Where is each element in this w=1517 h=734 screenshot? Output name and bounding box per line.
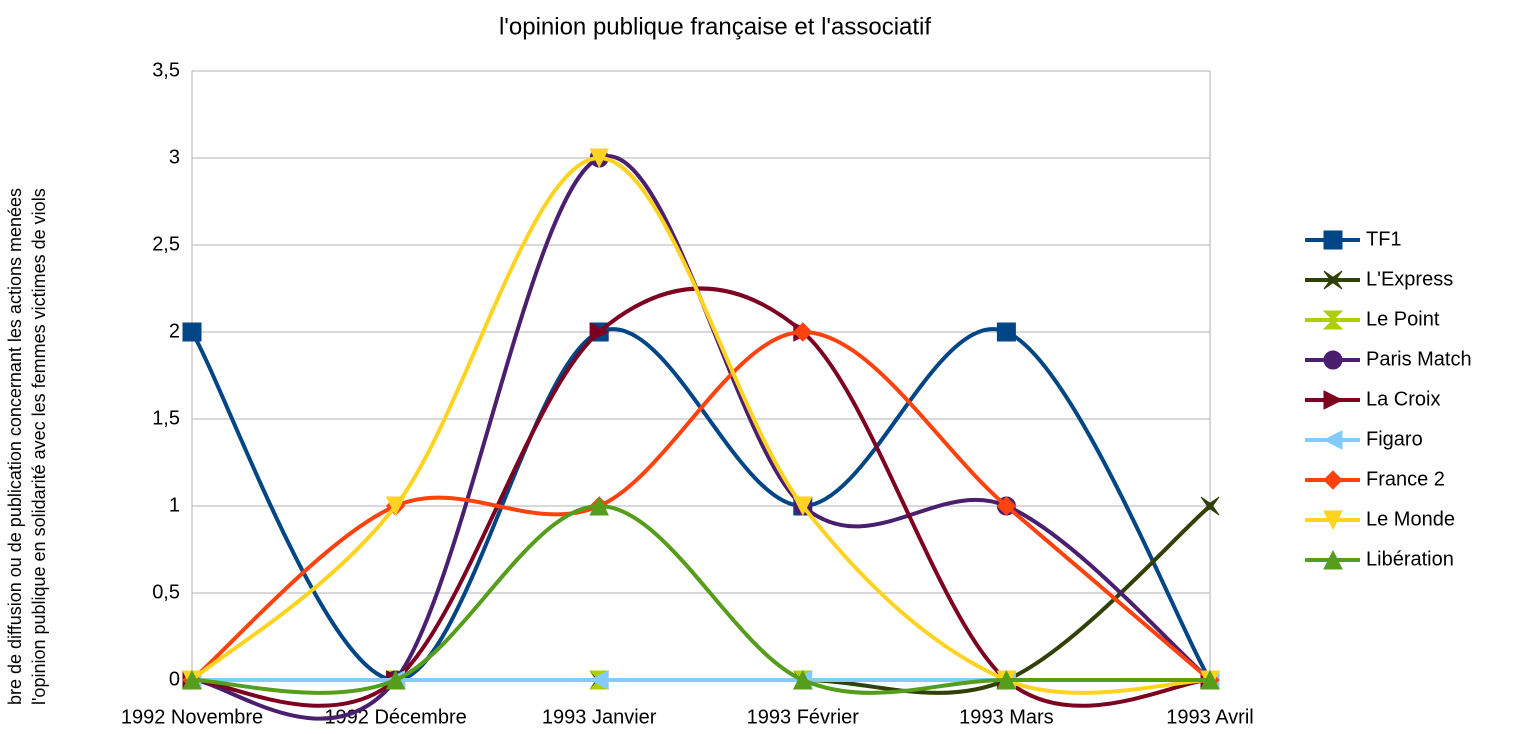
legend-item: Paris Match (1305, 348, 1472, 370)
marker (1322, 430, 1343, 450)
legend-item: Libération (1305, 548, 1454, 570)
legend-item: Le Monde (1305, 508, 1455, 530)
series-line (191, 503, 1210, 695)
y-tick-label: 0,5 (152, 581, 180, 603)
y-tick-label: 2 (169, 320, 180, 342)
legend-label: L'Express (1366, 268, 1453, 290)
chart-title: l'opinion publique française et l'associ… (499, 13, 931, 40)
marker (1323, 350, 1343, 370)
marker (385, 669, 406, 690)
marker (1323, 510, 1343, 531)
marker (385, 496, 406, 517)
marker (182, 322, 202, 342)
legend-item: L'Express (1305, 268, 1453, 290)
marker (996, 322, 1016, 342)
legend-item: TF1 (1305, 228, 1402, 250)
legend-label: Paris Match (1366, 348, 1472, 370)
legend-label: Le Point (1366, 308, 1440, 330)
y-tick-label: 0 (169, 668, 180, 690)
series-line (191, 154, 1212, 721)
legend-item: France 2 (1305, 468, 1445, 490)
marker (1323, 549, 1343, 570)
x-tick-label: 1993 Février (747, 706, 860, 728)
marker (589, 670, 609, 690)
marker (996, 496, 1017, 516)
marker (589, 495, 610, 516)
y-tick-label: 3,5 (152, 59, 180, 81)
y-tick-label: 3 (169, 146, 180, 168)
x-tick-label: 1993 Mars (959, 706, 1054, 728)
y-tick-label: 1,5 (152, 407, 180, 429)
marker (1322, 310, 1344, 330)
marker (792, 669, 813, 690)
marker (589, 148, 610, 169)
y-axis-label: l'opinion publique en solidarité avec le… (29, 188, 49, 705)
series-line (190, 327, 1212, 683)
legend-label: Le Monde (1366, 508, 1455, 530)
marker (1323, 270, 1343, 290)
y-tick-label: 2,5 (152, 233, 180, 255)
marker (1200, 496, 1220, 516)
x-tick-label: 1993 Avril (1166, 706, 1253, 728)
marker (1323, 230, 1343, 250)
legend-item: La Croix (1305, 388, 1440, 410)
legend-label: Libération (1366, 548, 1454, 570)
legend-label: France 2 (1366, 468, 1445, 490)
legend-item: Le Point (1305, 308, 1440, 330)
y-tick-label: 1 (169, 494, 180, 516)
marker (793, 322, 813, 342)
y-axis-label: bre de diffusion ou de publication conce… (5, 188, 25, 705)
marker (589, 322, 610, 342)
legend-label: Figaro (1366, 428, 1423, 450)
x-tick-label: 1993 Janvier (542, 706, 657, 728)
legend-label: La Croix (1366, 388, 1440, 410)
marker (1200, 669, 1220, 690)
marker (792, 496, 813, 517)
marker (996, 669, 1017, 690)
legend-item: Figaro (1305, 428, 1423, 450)
series-line (190, 155, 1211, 695)
marker (1323, 390, 1344, 410)
marker (182, 669, 202, 690)
series-line (190, 329, 1212, 682)
series-line (192, 504, 1212, 695)
x-tick-label: 1992 Novembre (121, 706, 263, 728)
legend-label: TF1 (1366, 228, 1402, 250)
marker (1323, 470, 1343, 490)
